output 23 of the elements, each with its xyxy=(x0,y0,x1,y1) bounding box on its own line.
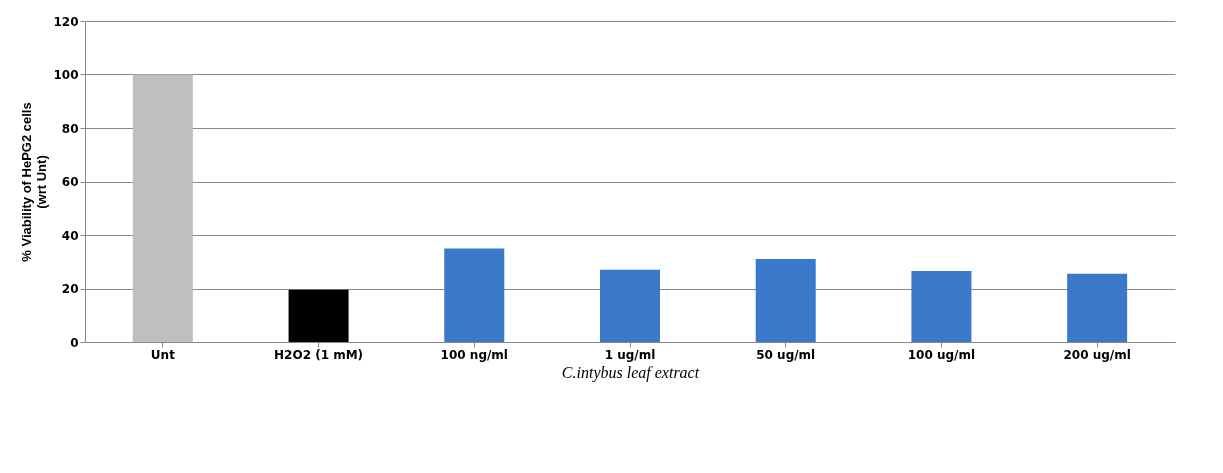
bar xyxy=(132,74,193,342)
x-axis-title: C.intybus leaf extract xyxy=(561,363,700,382)
bar xyxy=(444,248,505,342)
y-tick-label: 20 xyxy=(61,282,79,296)
bar xyxy=(600,269,660,342)
y-tick-label: 120 xyxy=(53,14,79,29)
x-tick-label: 200 ug/ml xyxy=(1063,347,1131,362)
bar xyxy=(755,259,816,342)
bar xyxy=(911,271,972,342)
y-tick-label: 40 xyxy=(61,228,79,243)
y-tick-label: 80 xyxy=(61,121,79,136)
bar xyxy=(288,289,349,342)
y-axis-title: % Viability of HePG2 cells (wrt Unt) xyxy=(19,102,50,262)
x-tick-label: 50 ug/ml xyxy=(756,347,816,362)
y-tick-label: 60 xyxy=(61,175,79,189)
y-tick-label: 100 xyxy=(53,68,79,82)
x-tick-label: H2O2 (1 mM) xyxy=(274,347,364,362)
x-tick-label: Unt xyxy=(150,347,176,362)
bar xyxy=(1067,273,1128,342)
y-tick-label: 0 xyxy=(70,335,79,350)
x-tick-label: 100 ng/ml xyxy=(440,347,508,362)
x-tick-label: 100 ug/ml xyxy=(907,347,976,362)
x-tick-label: 1 ug/ml xyxy=(604,347,656,362)
